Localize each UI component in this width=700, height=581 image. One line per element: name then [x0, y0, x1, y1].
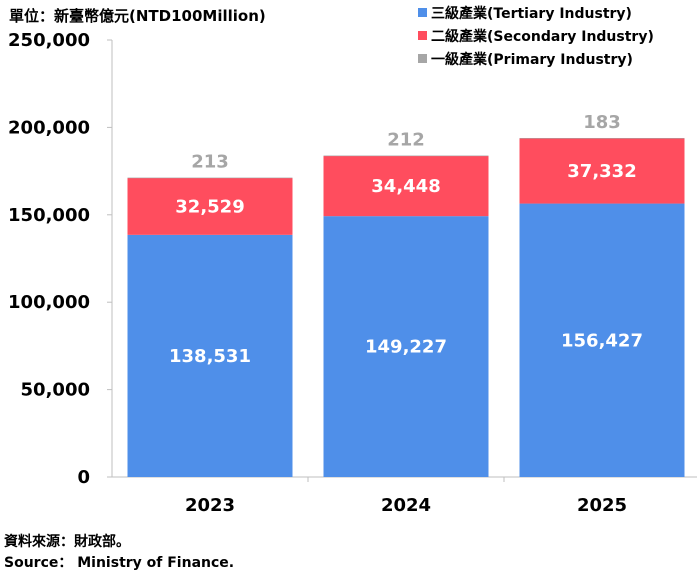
bar-value-label: 213: [191, 152, 229, 173]
bar-value-label: 138,531: [169, 346, 251, 367]
y-tick-label: 200,000: [8, 117, 90, 138]
y-tick-label: 250,000: [8, 30, 90, 51]
bar-value-label: 183: [583, 112, 621, 133]
y-tick-label: 150,000: [8, 205, 90, 226]
x-category-label: 2023: [185, 495, 235, 516]
bar-segment: [127, 177, 293, 179]
legend: 三級產業(Tertiary Industry) 二級產業(Secondary In…: [418, 5, 654, 68]
y-tick-label: 50,000: [21, 380, 90, 401]
legend-label: 二級產業(Secondary Industry): [431, 28, 654, 45]
bar-value-label: 34,448: [371, 176, 440, 197]
bar-value-label: 212: [387, 130, 425, 151]
legend-label: 一級產業(Primary Industry): [431, 51, 633, 68]
source-line-chinese: 資料來源：財政部。: [4, 534, 130, 550]
bar-segment: [323, 216, 489, 478]
unit-label: 單位：新臺幣億元(NTD100Million): [9, 7, 266, 25]
bars: 138,531 32,529 213 149,227 34,448 212 156,427 3…: [127, 112, 685, 478]
x-category-label: 2025: [577, 495, 627, 516]
legend-label: 三級產業(Tertiary Industry): [431, 5, 632, 22]
bar-segment: [519, 203, 685, 477]
axes: 0 50,000 100,000 150,000 200,000 250,000 2023 2…: [8, 30, 697, 516]
legend-swatch: [418, 54, 427, 63]
bar-value-label: 37,332: [567, 161, 636, 182]
bar-value-label: 156,427: [561, 330, 643, 351]
bar-segment: [323, 155, 489, 217]
bar-segment: [127, 177, 293, 235]
y-tick-label: 100,000: [8, 292, 90, 313]
bar-segment: [323, 155, 489, 157]
x-category-label: 2024: [381, 495, 431, 516]
source-line-english: Source： Ministry of Finance.: [4, 555, 235, 571]
bar-value-label: 149,227: [365, 337, 447, 358]
legend-swatch: [418, 8, 427, 17]
bar-value-label: 32,529: [175, 196, 244, 217]
bar-segment: [519, 137, 685, 139]
bar-segment: [127, 234, 293, 477]
y-tick-label: 0: [77, 467, 90, 488]
legend-swatch: [418, 31, 427, 40]
bar-segment: [519, 138, 685, 204]
